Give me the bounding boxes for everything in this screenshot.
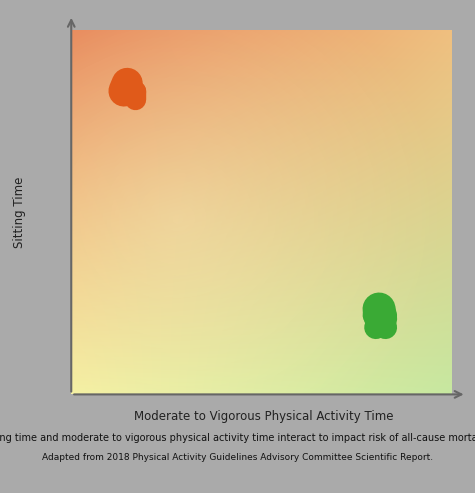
- Circle shape: [124, 74, 133, 83]
- Text: Sitting time and moderate to vigorous physical activity time interact to impact : Sitting time and moderate to vigorous ph…: [0, 433, 475, 443]
- Text: Adapted from 2018 Physical Activity Guidelines Advisory Committee Scientific Rep: Adapted from 2018 Physical Activity Guid…: [42, 454, 433, 462]
- Text: Sitting Time: Sitting Time: [12, 176, 26, 247]
- Text: Moderate to Vigorous Physical Activity Time: Moderate to Vigorous Physical Activity T…: [134, 410, 393, 423]
- Circle shape: [374, 299, 384, 309]
